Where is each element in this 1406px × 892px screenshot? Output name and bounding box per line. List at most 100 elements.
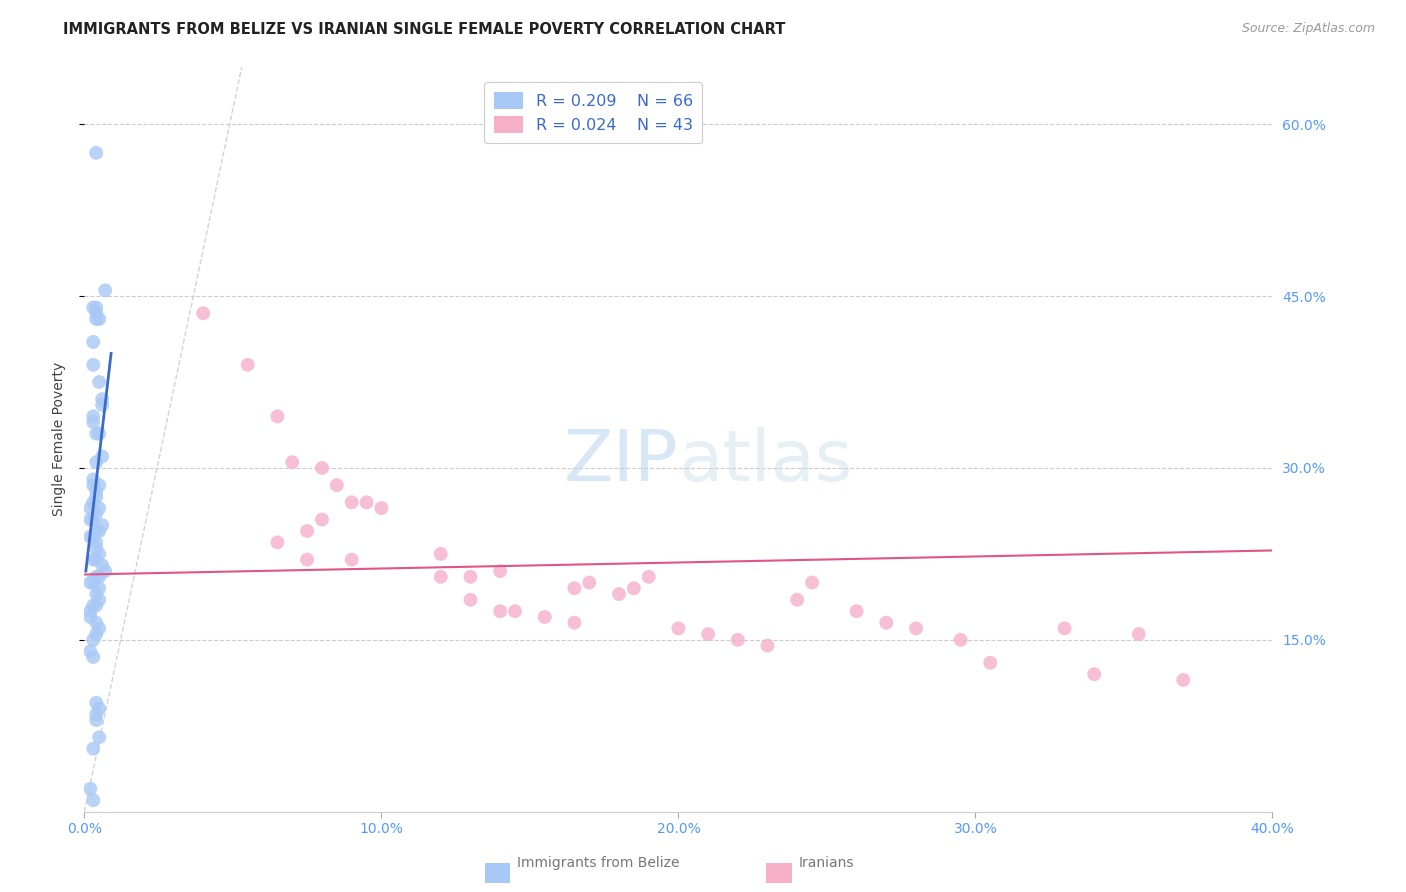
- Point: [460, 592, 482, 607]
- Point: [89, 426, 111, 441]
- Point: [460, 570, 482, 584]
- Y-axis label: Single Female Poverty: Single Female Poverty: [52, 362, 66, 516]
- Point: [311, 461, 333, 475]
- Point: [84, 490, 107, 504]
- Point: [84, 455, 107, 469]
- Point: [89, 582, 111, 596]
- Point: [786, 592, 808, 607]
- Point: [79, 575, 101, 590]
- Point: [430, 547, 453, 561]
- Point: [84, 507, 107, 521]
- Text: Source: ZipAtlas.com: Source: ZipAtlas.com: [1241, 22, 1375, 36]
- Point: [295, 524, 318, 538]
- Point: [89, 701, 111, 715]
- Point: [84, 552, 107, 566]
- Point: [84, 713, 107, 727]
- Point: [89, 570, 111, 584]
- Point: [489, 564, 512, 578]
- Point: [82, 495, 104, 509]
- Legend: R = 0.209    N = 66, R = 0.024    N = 43: R = 0.209 N = 66, R = 0.024 N = 43: [485, 82, 702, 143]
- Point: [1173, 673, 1195, 687]
- Point: [82, 301, 104, 315]
- Point: [84, 145, 107, 160]
- Point: [84, 587, 107, 601]
- Point: [340, 552, 363, 566]
- Point: [89, 592, 111, 607]
- Point: [1053, 621, 1076, 635]
- Point: [84, 312, 107, 326]
- Point: [623, 582, 645, 596]
- Point: [266, 535, 288, 549]
- Point: [89, 730, 111, 744]
- Point: [340, 495, 363, 509]
- Point: [905, 621, 928, 635]
- Point: [79, 501, 101, 516]
- Text: ZIP: ZIP: [564, 427, 679, 496]
- Point: [1128, 627, 1150, 641]
- Point: [503, 604, 526, 618]
- Point: [668, 621, 690, 635]
- Text: Iranians: Iranians: [799, 855, 853, 870]
- Point: [84, 570, 107, 584]
- Point: [82, 472, 104, 486]
- Point: [84, 696, 107, 710]
- Text: Immigrants from Belize: Immigrants from Belize: [517, 855, 681, 870]
- Point: [82, 599, 104, 613]
- Point: [84, 707, 107, 722]
- Point: [84, 627, 107, 641]
- Point: [191, 306, 215, 320]
- Point: [84, 301, 107, 315]
- Point: [236, 358, 259, 372]
- Point: [82, 650, 104, 665]
- Point: [89, 375, 111, 389]
- Point: [89, 547, 111, 561]
- Point: [697, 627, 720, 641]
- Point: [979, 656, 1001, 670]
- Point: [356, 495, 378, 509]
- Point: [91, 450, 114, 464]
- Point: [801, 575, 824, 590]
- Point: [875, 615, 897, 630]
- Point: [79, 644, 101, 658]
- Point: [79, 781, 101, 796]
- Point: [281, 455, 304, 469]
- Point: [84, 541, 107, 556]
- Point: [89, 312, 111, 326]
- Point: [91, 398, 114, 412]
- Point: [370, 501, 392, 516]
- Point: [84, 426, 107, 441]
- Point: [82, 358, 104, 372]
- Point: [84, 535, 107, 549]
- Point: [727, 632, 749, 647]
- Point: [79, 530, 101, 544]
- Point: [845, 604, 868, 618]
- Point: [82, 478, 104, 492]
- Point: [79, 610, 101, 624]
- Point: [295, 552, 318, 566]
- Point: [79, 512, 101, 526]
- Text: atlas: atlas: [679, 427, 853, 496]
- Point: [756, 639, 779, 653]
- Point: [82, 741, 104, 756]
- Text: IMMIGRANTS FROM BELIZE VS IRANIAN SINGLE FEMALE POVERTY CORRELATION CHART: IMMIGRANTS FROM BELIZE VS IRANIAN SINGLE…: [63, 22, 786, 37]
- Point: [326, 478, 349, 492]
- Point: [489, 604, 512, 618]
- Point: [79, 604, 101, 618]
- Point: [84, 615, 107, 630]
- Point: [82, 632, 104, 647]
- Point: [82, 575, 104, 590]
- Point: [82, 793, 104, 807]
- Point: [430, 570, 453, 584]
- Point: [949, 632, 972, 647]
- Point: [89, 478, 111, 492]
- Point: [84, 306, 107, 320]
- Point: [82, 334, 104, 349]
- Point: [89, 524, 111, 538]
- Point: [607, 587, 630, 601]
- Point: [89, 621, 111, 635]
- Point: [84, 599, 107, 613]
- Point: [94, 284, 117, 298]
- Point: [91, 392, 114, 407]
- Point: [89, 501, 111, 516]
- Point: [578, 575, 600, 590]
